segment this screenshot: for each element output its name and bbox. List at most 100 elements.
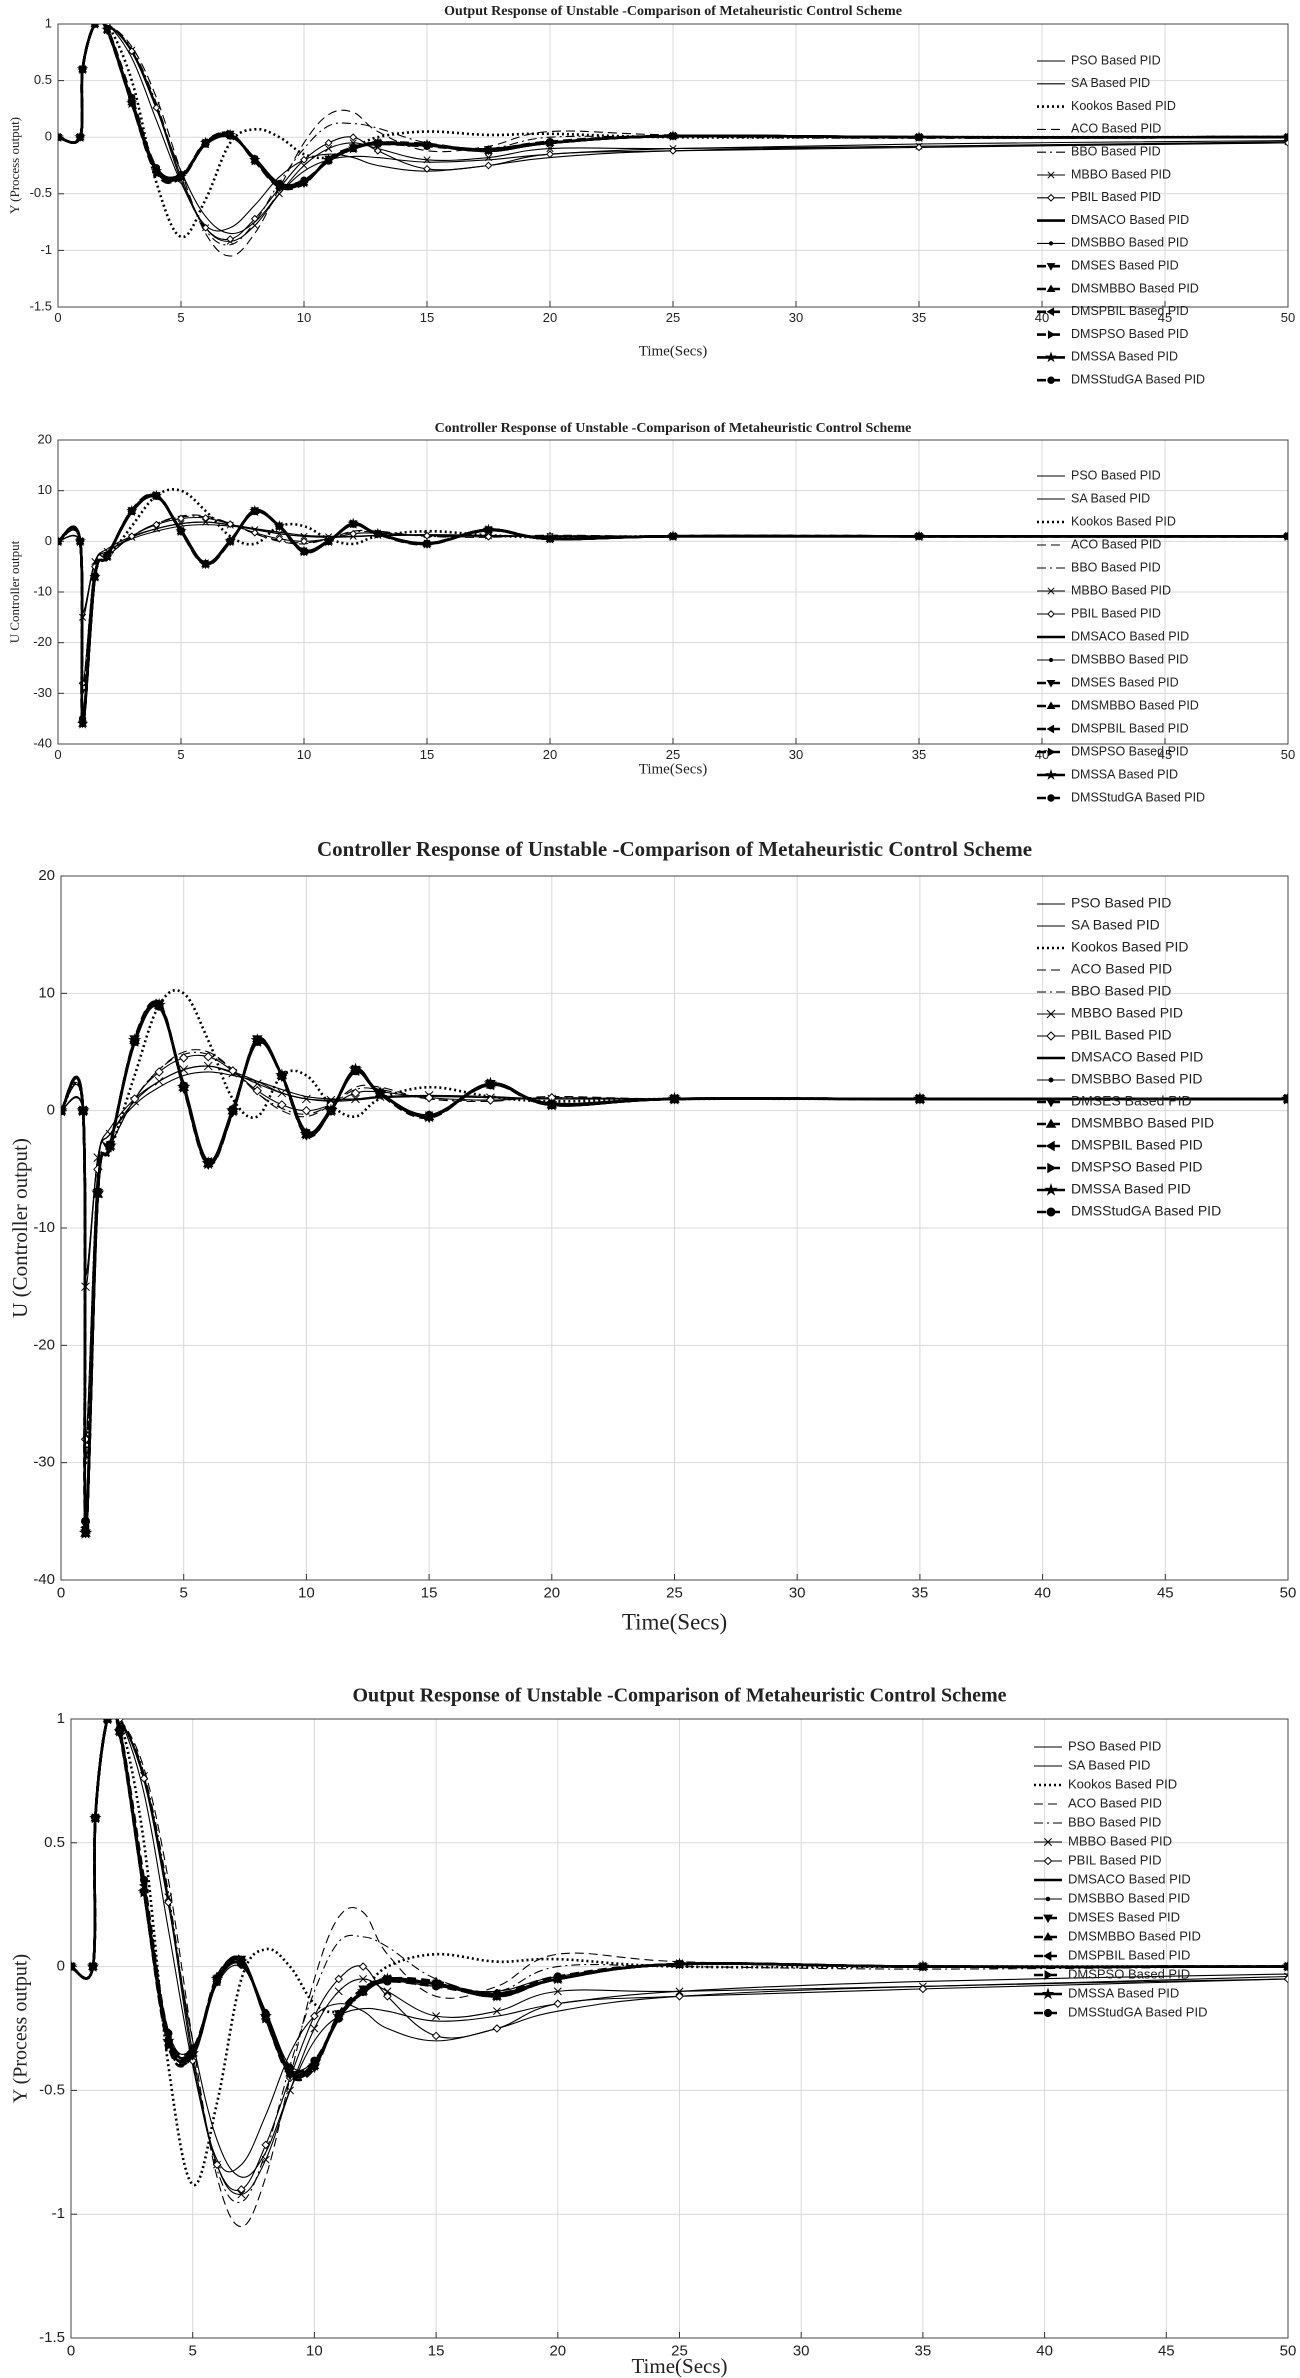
legend-label: Kookos Based PID: [1068, 1776, 1177, 1791]
marker: [127, 532, 136, 541]
marker: [546, 150, 554, 159]
x-tick-label: 25: [666, 747, 680, 762]
axes-frame: [57, 439, 1289, 745]
marker: [201, 514, 210, 522]
x-tick-label: 20: [549, 2342, 566, 2359]
marker: [91, 572, 99, 580]
marker: [918, 1962, 928, 1971]
legend-marker: [1047, 610, 1055, 618]
series-group: [71, 1719, 1288, 2228]
marker: [359, 1975, 368, 1983]
marker: [105, 1140, 115, 1150]
y-tick-label: 20: [38, 431, 52, 446]
marker: [424, 1110, 434, 1120]
legend-marker: [1044, 1838, 1052, 1846]
legend-marker: [1043, 2008, 1053, 2018]
legend-label: PBIL Based PID: [1071, 190, 1161, 204]
x-tick-label: 30: [793, 2342, 810, 2359]
legend-label: Kookos Based PID: [1071, 939, 1189, 955]
legend-label: MBBO Based PID: [1068, 1833, 1172, 1848]
legend-marker: [1043, 1951, 1052, 1961]
x-tick-label: 25: [671, 2342, 688, 2359]
series-line: [71, 1719, 1288, 2195]
marker: [251, 507, 259, 516]
legend-label: DMSStudGA Based PID: [1071, 372, 1205, 386]
series-group: [61, 989, 1288, 1539]
marker: [58, 537, 62, 546]
marker: [432, 2012, 441, 2021]
marker: [350, 1088, 361, 1098]
legend-label: DMSMBBO Based PID: [1068, 1928, 1201, 1943]
legend-marker: [1045, 768, 1057, 780]
x-tick-label: 15: [421, 1584, 438, 1601]
x-tick-label: 10: [297, 747, 311, 762]
marker: [81, 1516, 91, 1526]
legend-marker: [1045, 1896, 1051, 1902]
legend-marker: [1048, 1077, 1054, 1083]
marker: [251, 221, 259, 230]
marker: [300, 537, 308, 546]
legend-marker: [1046, 1009, 1056, 1019]
legend-marker: [1044, 1970, 1053, 1980]
chart-title: Controller Response of Unstable -Compari…: [317, 837, 1032, 861]
legend-marker: [1045, 1118, 1057, 1128]
marker: [351, 1094, 360, 1104]
marker: [91, 1813, 100, 1823]
legend-label: ACO Based PID: [1068, 1795, 1162, 1810]
marker: [275, 530, 283, 538]
marker: [1283, 1974, 1288, 1984]
x-tick-label: 0: [67, 2342, 75, 2359]
legend-label: ACO Based PID: [1071, 122, 1161, 136]
x-tick-label: 30: [789, 1584, 806, 1601]
legend-label: DMSPBIL Based PID: [1071, 721, 1189, 735]
legend-label: SA Based PID: [1071, 491, 1150, 505]
marker: [675, 1960, 684, 1969]
marker: [358, 1962, 368, 1971]
marker: [203, 1061, 213, 1071]
legend-label: DMSES Based PID: [1071, 675, 1179, 689]
marker: [203, 1051, 213, 1062]
marker: [212, 1977, 222, 1986]
marker: [310, 2024, 319, 2033]
marker: [152, 520, 161, 529]
legend-marker: [1045, 351, 1057, 363]
chart-title: Output Response of Unstable -Comparison …: [444, 4, 902, 19]
y-tick-label: 0: [45, 129, 52, 144]
marker: [375, 1088, 385, 1098]
legend-marker: [1046, 1031, 1056, 1041]
legend-label: SA Based PID: [1071, 917, 1160, 933]
y-tick-label: -1.5: [30, 298, 52, 313]
marker: [201, 140, 210, 148]
marker: [103, 24, 111, 33]
chart: 0 5 10 15 20 25 30 35 40 45 50 -1.5 -1 -0.5 0 0.5 1 Outpu…: [7, 4, 1295, 386]
x-tick-label: 40: [1035, 310, 1049, 325]
marker: [188, 2044, 197, 2053]
series-line: [61, 1003, 1288, 1523]
legend-marker: [1041, 1987, 1055, 2000]
marker: [553, 1987, 562, 1996]
marker: [915, 133, 923, 141]
marker: [277, 1088, 287, 1098]
marker: [1284, 138, 1288, 147]
marker: [237, 1960, 246, 1969]
marker: [78, 714, 87, 723]
marker: [275, 190, 283, 198]
y-tick-label: -20: [33, 1336, 55, 1353]
marker: [546, 535, 554, 543]
marker: [431, 2031, 441, 2041]
marker: [228, 1066, 238, 1076]
x-tick-label: 50: [1281, 310, 1295, 325]
series-line: [71, 1719, 1288, 2074]
marker: [484, 526, 493, 534]
marker: [139, 1875, 149, 1885]
legend-marker: [1046, 1207, 1056, 1217]
legend-marker: [1045, 1098, 1057, 1108]
x-tick-label: 5: [177, 310, 184, 325]
legend-label: DMSACO Based PID: [1068, 1871, 1191, 1886]
marker: [202, 518, 210, 526]
legend-label: DMSPSO Based PID: [1068, 1966, 1190, 1981]
marker: [300, 155, 308, 164]
legend-marker: [1046, 263, 1056, 271]
marker: [154, 1001, 164, 1011]
